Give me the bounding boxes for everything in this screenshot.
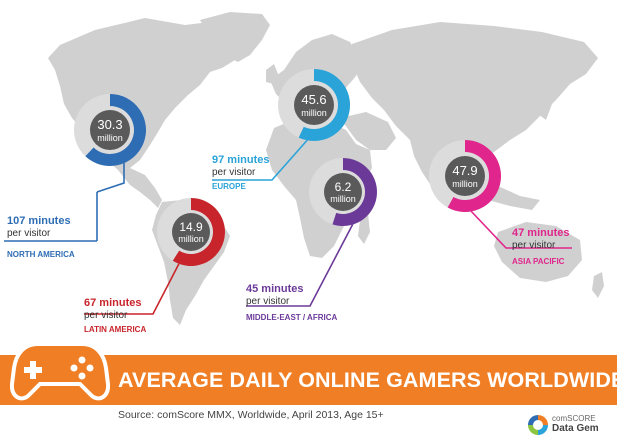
game-controller-icon: [10, 342, 110, 401]
region-middle-east-africa: MIDDLE-EAST / AFRICA: [246, 313, 337, 322]
region-asia-pacific: ASIA PACIFIC: [512, 257, 565, 266]
donut-unit-latin-america: million: [178, 234, 204, 244]
donut-arc-middle-east-africa: [332, 158, 377, 226]
per-visitor-asia-pacific: per visitor: [512, 240, 556, 251]
donut-value-north-america: 30.3: [97, 117, 122, 132]
callout-asia-pacific: 47 minutes per visitor ASIA PACIFIC: [512, 227, 569, 266]
donut-arc-europe: [298, 69, 351, 141]
donut-asia-pacific: 47.9 million: [429, 140, 501, 212]
continent-north-america: [48, 18, 240, 170]
world-map: 30.3 million 45.6 million 14.9 million 6…: [4, 12, 604, 334]
leader-line-middle-east-africa: [246, 217, 357, 307]
minutes-asia-pacific: 47 minutes: [512, 227, 569, 239]
per-visitor-europe: per visitor: [212, 167, 256, 178]
brand-product: Data Gem: [552, 423, 599, 434]
donut-value-europe: 45.6: [301, 92, 326, 107]
per-visitor-middle-east-africa: per visitor: [246, 296, 290, 307]
continent-central-america: [118, 168, 162, 208]
donut-unit-asia-pacific: million: [452, 179, 478, 189]
donut-value-asia-pacific: 47.9: [452, 163, 477, 178]
minutes-europe: 97 minutes: [212, 154, 269, 166]
brand-name: comSCORE: [552, 414, 596, 423]
continent-middle-east: [340, 112, 396, 150]
continent-japan: [538, 90, 552, 120]
region-latin-america: LATIN AMERICA: [84, 325, 146, 334]
donut-value-middle-east-africa: 6.2: [335, 180, 352, 194]
donut-unit-north-america: million: [97, 133, 123, 143]
leader-line-europe: [212, 136, 311, 181]
donut-europe: 45.6 million: [278, 69, 351, 141]
minutes-north-america: 107 minutes: [7, 215, 71, 227]
callout-north-america: 107 minutes per visitor NORTH AMERICA: [4, 192, 98, 259]
continent-australia: [494, 222, 582, 282]
banner-title: AVERAGE DAILY ONLINE GAMERS WORLDWIDE: [118, 368, 617, 392]
callout-middle-east-africa: 45 minutes per visitor MIDDLE-EAST / AFR…: [246, 283, 337, 322]
continent-new-zealand: [592, 272, 604, 298]
donut-arc-north-america: [85, 94, 147, 166]
per-visitor-north-america: per visitor: [7, 228, 51, 239]
continent-india: [410, 140, 446, 184]
donut-arc-asia-pacific: [447, 140, 501, 212]
callout-europe: 97 minutes per visitor EUROPE: [212, 154, 269, 191]
donut-north-america: 30.3 million: [74, 94, 147, 166]
leader-line-asia-pacific: [469, 209, 572, 249]
continent-asia: [352, 22, 598, 168]
brand-logo: comSCORE Data Gem: [527, 414, 612, 438]
continent-madagascar: [358, 214, 370, 244]
continent-uk: [266, 64, 278, 84]
minutes-middle-east-africa: 45 minutes: [246, 283, 303, 295]
donut-value-latin-america: 14.9: [179, 220, 203, 234]
region-north-america: NORTH AMERICA: [7, 250, 75, 259]
source-note: Source: comScore MMX, Worldwide, April 2…: [118, 409, 384, 421]
donut-unit-middle-east-africa: million: [330, 194, 356, 204]
donut-unit-europe: million: [301, 108, 327, 118]
donut-middle-east-africa: 6.2 million: [309, 158, 377, 226]
per-visitor-latin-america: per visitor: [84, 310, 128, 321]
comscore-logo-icon: [528, 415, 548, 435]
region-europe: EUROPE: [212, 182, 246, 191]
leader-line-latin-america: [84, 251, 186, 315]
callout-latin-america: 67 minutes per visitor LATIN AMERICA: [84, 297, 146, 334]
minutes-latin-america: 67 minutes: [84, 297, 141, 309]
continent-greenland: [200, 12, 270, 62]
donut-latin-america: 14.9 million: [157, 198, 225, 266]
donut-arc-latin-america: [172, 198, 225, 266]
